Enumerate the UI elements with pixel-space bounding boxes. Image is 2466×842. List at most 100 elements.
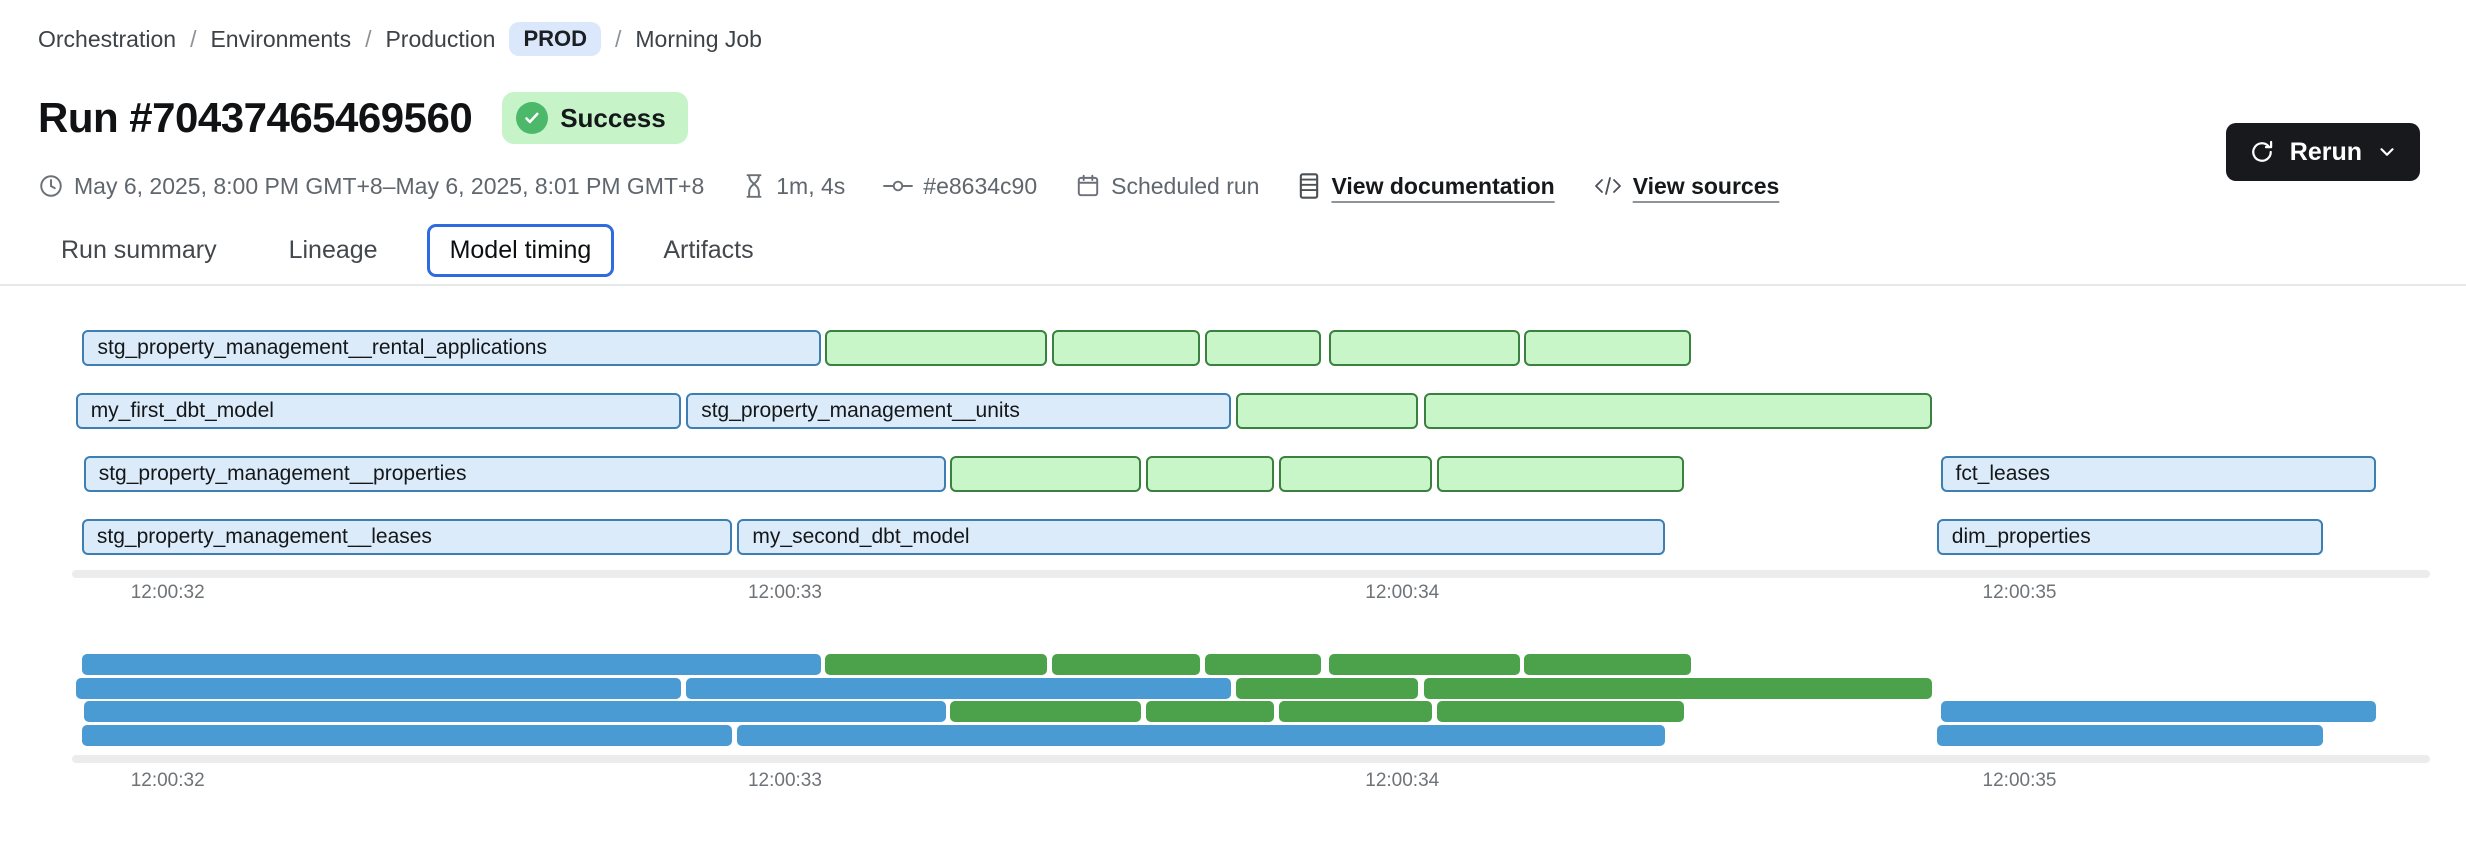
minimap-bar xyxy=(1524,654,1691,675)
gantt-bar[interactable] xyxy=(1436,456,1685,492)
gantt-bar[interactable] xyxy=(950,456,1142,492)
run-trigger: Scheduled run xyxy=(1075,173,1259,200)
gantt-bar[interactable] xyxy=(825,330,1047,366)
minimap-bar xyxy=(1436,701,1685,722)
hourglass-icon xyxy=(742,173,766,199)
git-commit-icon xyxy=(883,173,914,199)
page-title: Run #70437465469560 xyxy=(38,94,473,141)
view-sources-link[interactable]: View sources xyxy=(1632,172,1780,199)
minimap-row xyxy=(72,701,2430,722)
documentation-icon xyxy=(1297,172,1321,200)
view-documentation-link-item: View documentation xyxy=(1297,172,1555,200)
view-documentation-link[interactable]: View documentation xyxy=(1331,172,1555,199)
code-icon xyxy=(1593,174,1623,198)
status-badge: Success xyxy=(502,92,688,144)
gantt-bar-stg_property_management__units[interactable]: stg_property_management__units xyxy=(686,393,1232,429)
gantt-bar-stg_property_management__rental_applications[interactable]: stg_property_management__rental_applicat… xyxy=(82,330,822,366)
breadcrumb-environments[interactable]: Environments xyxy=(210,25,352,52)
minimap-bar-stg_property_management__leases xyxy=(81,724,733,746)
minimap-bar-stg_property_management__units xyxy=(686,677,1232,699)
tab-lineage[interactable]: Lineage xyxy=(288,236,378,264)
gantt-bar-fct_leases[interactable]: fct_leases xyxy=(1940,456,2377,492)
run-tabs: Run summary Lineage Model timing Artifac… xyxy=(38,224,777,277)
clock-icon xyxy=(38,173,64,199)
minimap-bar xyxy=(825,654,1047,675)
tab-model-timing[interactable]: Model timing xyxy=(426,224,615,277)
breadcrumb-separator: / xyxy=(190,25,197,52)
gantt-bar[interactable] xyxy=(1051,330,1200,366)
minimap-bar xyxy=(1278,701,1432,722)
rerun-button[interactable]: Rerun xyxy=(2225,123,2420,181)
view-sources-link-item: View sources xyxy=(1593,172,1780,200)
gantt-minimap[interactable] xyxy=(72,654,2430,746)
minimap-row xyxy=(72,677,2430,699)
tab-artifacts[interactable]: Artifacts xyxy=(663,236,754,264)
breadcrumb: Orchestration / Environments / Productio… xyxy=(38,22,762,56)
gantt-row: stg_property_management__properties fct_l… xyxy=(72,456,2430,492)
gantt-bar-my_first_dbt_model[interactable]: my_first_dbt_model xyxy=(75,393,682,429)
gantt-bar-label: dim_properties xyxy=(1951,525,2091,548)
gantt-bar[interactable] xyxy=(1524,330,1691,366)
gantt-bar[interactable] xyxy=(1328,330,1520,366)
minimap-bar-my_second_dbt_model xyxy=(737,724,1665,746)
minimap-time-axis: 12:00:32 12:00:33 12:00:34 12:00:35 xyxy=(72,770,2430,794)
model-timing-gantt: stg_property_management__rental_applicat… xyxy=(72,330,2430,556)
run-duration: 1m, 4s xyxy=(742,173,845,200)
run-time-range-text: May 6, 2025, 8:00 PM GMT+8–May 6, 2025, … xyxy=(74,172,705,199)
chevron-down-icon xyxy=(2376,141,2398,163)
minimap-bar xyxy=(1051,654,1200,675)
minimap-bar xyxy=(1236,677,1418,699)
status-badge-label: Success xyxy=(560,102,666,133)
minimap-bar xyxy=(1328,654,1520,675)
gantt-bar-stg_property_management__properties[interactable]: stg_property_management__properties xyxy=(83,456,947,492)
gantt-bar-my_second_dbt_model[interactable]: my_second_dbt_model xyxy=(737,519,1665,555)
time-tick: 12:00:35 xyxy=(1982,770,2057,791)
minimap-bar xyxy=(950,701,1142,722)
gantt-bar-label: stg_property_management__rental_applicat… xyxy=(97,336,547,359)
gantt-row: my_first_dbt_model stg_property_managemen… xyxy=(72,393,2430,429)
gantt-bar-label: stg_property_management__leases xyxy=(96,525,432,548)
rerun-button-label: Rerun xyxy=(2289,137,2362,166)
title-row: Run #70437465469560 Success xyxy=(38,92,688,144)
gantt-bar-label: fct_leases xyxy=(1955,462,2051,485)
minimap-bar-dim_properties xyxy=(1936,724,2323,746)
gantt-bar[interactable] xyxy=(1146,456,1274,492)
gantt-time-axis: 12:00:32 12:00:33 12:00:34 12:00:35 xyxy=(72,582,2430,606)
time-tick: 12:00:32 xyxy=(130,770,205,791)
gantt-row: stg_property_management__rental_applicat… xyxy=(72,330,2430,366)
gantt-bar[interactable] xyxy=(1204,330,1321,366)
gantt-bar-label: my_second_dbt_model xyxy=(752,525,970,548)
run-metadata-row: May 6, 2025, 8:00 PM GMT+8–May 6, 2025, … xyxy=(38,172,1779,200)
minimap-bar-stg_property_management__properties xyxy=(83,701,947,722)
commit-hash-text: #e8634c90 xyxy=(923,172,1038,199)
time-tick: 12:00:32 xyxy=(130,582,205,603)
breadcrumb-separator: / xyxy=(615,25,622,52)
time-tick: 12:00:34 xyxy=(1365,582,1440,603)
time-tick: 12:00:33 xyxy=(747,770,822,791)
commit-hash: #e8634c90 xyxy=(883,173,1037,200)
run-trigger-text: Scheduled run xyxy=(1111,172,1260,199)
prod-environment-badge: PROD xyxy=(509,22,601,56)
minimap-row xyxy=(72,654,2430,675)
breadcrumb-orchestration[interactable]: Orchestration xyxy=(38,25,177,52)
tab-run-summary[interactable]: Run summary xyxy=(61,236,217,264)
run-duration-text: 1m, 4s xyxy=(776,172,846,199)
time-tick: 12:00:34 xyxy=(1365,770,1440,791)
gantt-bar[interactable] xyxy=(1236,393,1418,429)
gantt-bar-label: stg_property_management__units xyxy=(701,399,1020,422)
calendar-icon xyxy=(1075,173,1101,199)
gantt-bar-dim_properties[interactable]: dim_properties xyxy=(1936,519,2323,555)
gantt-bar-stg_property_management__leases[interactable]: stg_property_management__leases xyxy=(81,519,733,555)
minimap-bar-fct_leases xyxy=(1940,701,2377,722)
run-time-range: May 6, 2025, 8:00 PM GMT+8–May 6, 2025, … xyxy=(38,173,704,200)
gantt-row: stg_property_management__leases my_second… xyxy=(72,519,2430,555)
gantt-bar[interactable] xyxy=(1278,456,1432,492)
minimap-bar xyxy=(1423,677,1933,699)
minimap-bar-my_first_dbt_model xyxy=(75,677,682,699)
breadcrumb-morning-job[interactable]: Morning Job xyxy=(635,25,762,52)
success-check-icon xyxy=(516,102,549,134)
gantt-bar[interactable] xyxy=(1423,393,1933,429)
tabs-divider xyxy=(0,284,2466,286)
breadcrumb-production[interactable]: Production xyxy=(385,25,496,52)
minimap-row xyxy=(72,724,2430,746)
